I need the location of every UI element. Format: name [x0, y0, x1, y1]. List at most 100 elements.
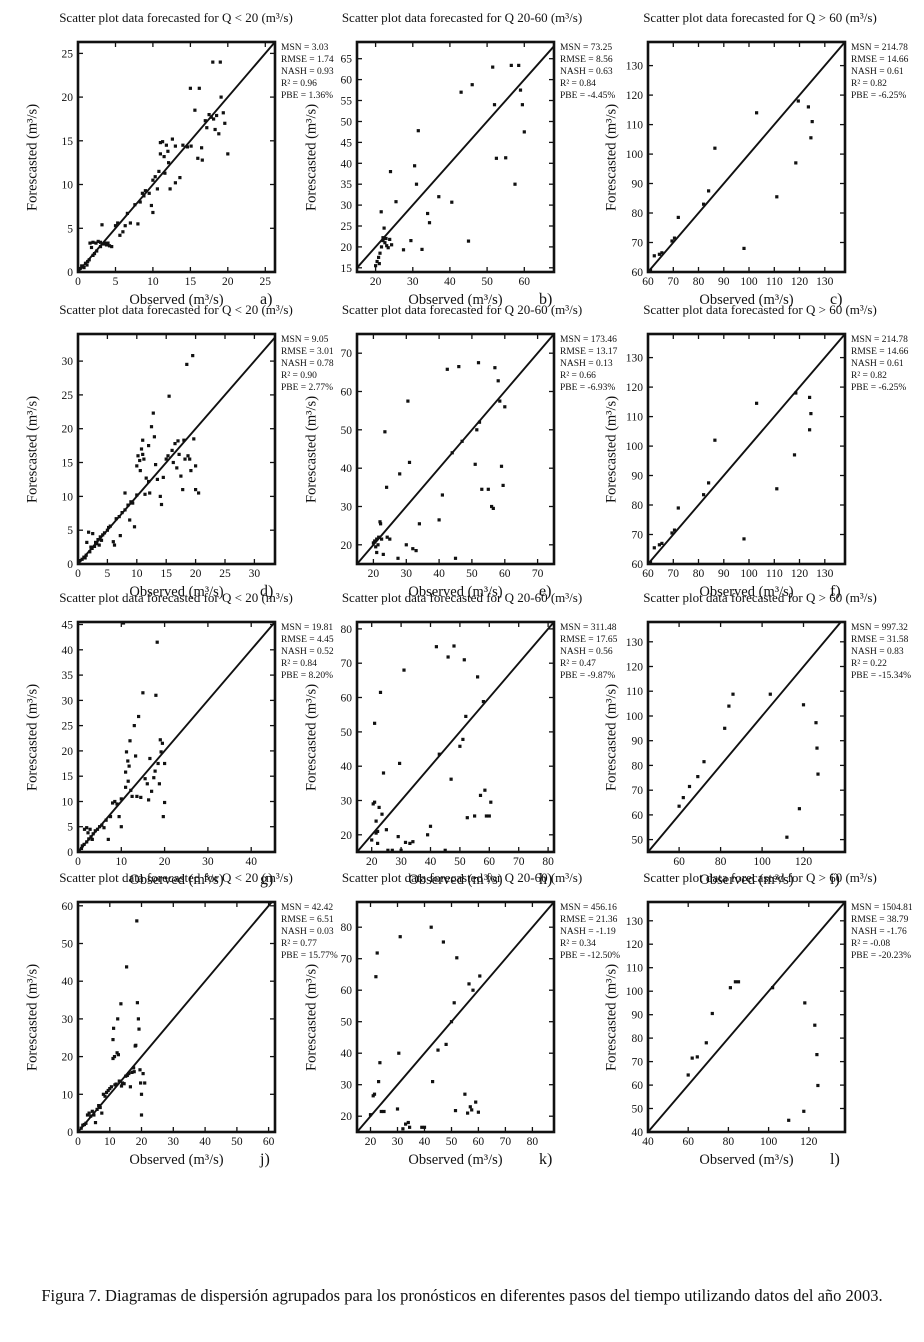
x-axis-label: Observed (m³/s): [699, 292, 794, 308]
plot-title: Scatter plot data forecasted for Q > 60 …: [643, 10, 877, 25]
svg-text:30: 30: [249, 568, 261, 580]
svg-text:50: 50: [341, 425, 353, 437]
panel-letter: d): [260, 583, 274, 600]
stat-pbe: PBE = -6.93%: [560, 383, 616, 393]
svg-text:20: 20: [222, 276, 234, 288]
svg-text:20: 20: [370, 276, 382, 288]
plot-title: Scatter plot data forecasted for Q 20-60…: [341, 302, 583, 317]
stats-box: MSN = 173.46 RMSE = 13.17 NASH = 0.13 R²…: [560, 334, 650, 394]
subplot-e: Scatter plot data forecasted for Q 20-60…: [304, 300, 618, 600]
stat-msn: MSN = 3.03: [281, 43, 329, 53]
svg-text:20: 20: [366, 856, 378, 868]
stat-r2: R² = 0.84: [560, 79, 596, 89]
svg-text:30: 30: [341, 502, 353, 514]
svg-text:30: 30: [62, 1014, 74, 1026]
x-axis-label: Observed (m³/s): [408, 292, 503, 308]
stat-pbe: PBE = -6.25%: [851, 383, 907, 393]
stat-pbe: PBE = -12.50%: [560, 951, 620, 961]
svg-text:40: 40: [341, 761, 353, 773]
stat-rmse: RMSE = 14.66: [851, 347, 909, 357]
svg-text:100: 100: [740, 568, 758, 580]
svg-text:90: 90: [718, 568, 730, 580]
svg-text:120: 120: [791, 276, 809, 288]
stat-rmse: RMSE = 17.65: [560, 635, 618, 645]
scatter-plot-area: 20 30 40 50 60 70 80 20 30 40 50 60 70 80: [341, 620, 556, 868]
svg-text:40: 40: [199, 1136, 211, 1148]
svg-text:40: 40: [341, 1048, 353, 1060]
stats-box: MSN = 456.16 RMSE = 21.36 NASH = -1.19 R…: [560, 902, 650, 962]
svg-text:130: 130: [816, 276, 834, 288]
stat-pbe: PBE = 2.77%: [281, 383, 334, 393]
subplot-a: Scatter plot data forecasted for Q < 20 …: [0, 8, 334, 308]
panel-letter: h): [539, 871, 553, 888]
svg-text:0: 0: [75, 1136, 81, 1148]
stat-msn: MSN = 214.78: [851, 335, 908, 345]
svg-text:70: 70: [632, 530, 644, 542]
svg-text:60: 60: [519, 276, 531, 288]
svg-text:30: 30: [392, 1136, 404, 1148]
svg-text:50: 50: [446, 1136, 458, 1148]
svg-text:15: 15: [62, 771, 74, 783]
svg-text:45: 45: [62, 620, 74, 632]
svg-text:130: 130: [816, 568, 834, 580]
subplot-f: Scatter plot data forecasted for Q > 60 …: [604, 300, 924, 600]
svg-text:90: 90: [632, 179, 644, 191]
svg-text:10: 10: [62, 491, 74, 503]
svg-text:0: 0: [75, 856, 81, 868]
scatter-plot-area: 60 70 80 90 100 110 120 130 60 70 80 90 100 110 120 130: [626, 332, 847, 580]
stat-r2: R² = 0.66: [560, 371, 596, 381]
stat-msn: MSN = 456.16: [560, 903, 617, 913]
svg-text:30: 30: [341, 1080, 353, 1092]
svg-text:20: 20: [62, 92, 74, 104]
scatter-plot-area: 40 60 80 100 120 40 50 60 70 80 90 100 110 120 130: [626, 900, 847, 1148]
stats-box: MSN = 3.03 RMSE = 1.74 NASH = 0.93 R² = …: [281, 42, 371, 102]
stat-r2: R² = 0.47: [560, 659, 596, 669]
stat-rmse: RMSE = 8.56: [560, 55, 613, 65]
svg-text:120: 120: [626, 939, 644, 951]
stat-nash: NASH = -1.76: [851, 927, 907, 937]
svg-text:60: 60: [484, 856, 496, 868]
stat-msn: MSN = 214.78: [851, 43, 908, 53]
svg-text:110: 110: [626, 120, 643, 132]
svg-text:100: 100: [740, 276, 758, 288]
stat-r2: R² = 0.84: [281, 659, 317, 669]
svg-text:60: 60: [632, 810, 644, 822]
svg-text:50: 50: [632, 1104, 644, 1116]
subplot-h: Scatter plot data forecasted for Q 20-60…: [304, 588, 618, 888]
svg-text:40: 40: [425, 856, 437, 868]
subplot-k: Scatter plot data forecasted for Q 20-60…: [304, 868, 620, 1168]
panel-letter: f): [830, 583, 841, 600]
scatter-plot-area: 20 30 40 50 60 70 20 30 40 50 60 70: [341, 332, 556, 580]
stat-pbe: PBE = 1.36%: [281, 91, 334, 101]
stat-nash: NASH = 0.13: [560, 359, 613, 369]
svg-text:60: 60: [341, 985, 353, 997]
x-axis-label: Observed (m³/s): [408, 584, 503, 600]
svg-text:90: 90: [632, 1010, 644, 1022]
svg-text:80: 80: [341, 624, 353, 636]
scatter-plot-area: 20 30 40 50 60 15 20 25 30 35 40 45 50 55 60 65: [341, 40, 556, 288]
svg-text:35: 35: [341, 179, 353, 191]
svg-text:70: 70: [668, 276, 680, 288]
svg-text:60: 60: [341, 693, 353, 705]
panel-letter: j): [260, 1151, 270, 1168]
svg-text:130: 130: [626, 637, 644, 649]
scatter-plot-area: 60 70 80 90 100 110 120 130 60 70 80 90 100 110 120 130: [626, 40, 847, 288]
stat-r2: R² = 0.77: [281, 939, 317, 949]
svg-text:80: 80: [632, 500, 644, 512]
x-axis-label: Observed (m³/s): [699, 584, 794, 600]
svg-text:40: 40: [62, 645, 74, 657]
svg-text:60: 60: [473, 1136, 485, 1148]
plot-title: Scatter plot data forecasted for Q < 20 …: [59, 302, 293, 317]
stat-r2: R² = 0.82: [851, 79, 887, 89]
svg-text:25: 25: [219, 568, 231, 580]
svg-text:20: 20: [159, 856, 171, 868]
svg-text:70: 70: [532, 568, 544, 580]
svg-text:10: 10: [62, 180, 74, 192]
svg-text:60: 60: [642, 276, 654, 288]
plot-title: Scatter plot data forecasted for Q 20-60…: [341, 870, 583, 885]
stat-pbe: PBE = -9.87%: [560, 671, 616, 681]
svg-text:110: 110: [626, 686, 643, 698]
svg-text:50: 50: [481, 276, 493, 288]
plot-title: Scatter plot data forecasted for Q < 20 …: [59, 870, 293, 885]
